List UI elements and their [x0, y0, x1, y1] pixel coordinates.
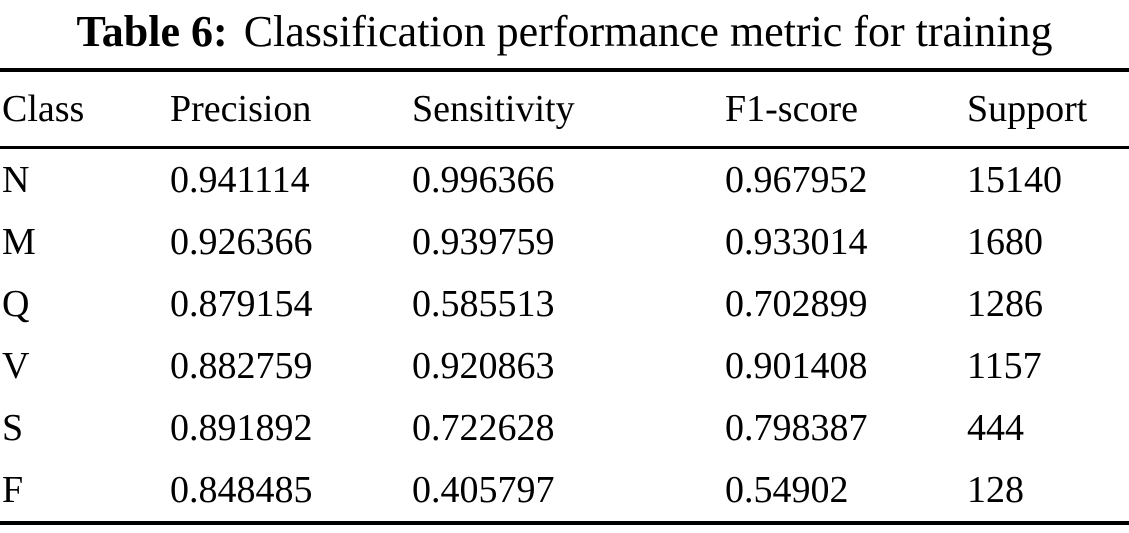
table-row: M 0.926366 0.939759 0.933014 1680: [0, 211, 1129, 273]
cell-class: N: [2, 159, 30, 201]
cell-precision: 0.879154: [170, 283, 313, 325]
cell-support: 1286: [967, 283, 1043, 325]
table-row: S 0.891892 0.722628 0.798387 444: [0, 397, 1129, 459]
cell-support: 128: [967, 469, 1024, 511]
cell-sensitivity: 0.585513: [412, 283, 555, 325]
column-header-precision: Precision: [168, 70, 410, 149]
cell-sensitivity: 0.405797: [412, 469, 555, 511]
cell-precision: 0.891892: [170, 407, 313, 449]
cell-support: 1157: [967, 345, 1042, 387]
table-header: Class Precision Sensitivity F1-score Sup…: [0, 70, 1129, 149]
table-row: F 0.848485 0.405797 0.54902 128: [0, 459, 1129, 523]
cell-sensitivity: 0.722628: [412, 407, 555, 449]
table-header-row: Class Precision Sensitivity F1-score Sup…: [0, 70, 1129, 149]
cell-precision: 0.941114: [170, 159, 310, 201]
cell-precision: 0.882759: [170, 345, 313, 387]
cell-support: 444: [967, 407, 1024, 449]
table-caption: Table 6: Classification performance metri…: [0, 0, 1129, 68]
cell-sensitivity: 0.920863: [412, 345, 555, 387]
cell-precision: 0.848485: [170, 469, 313, 511]
column-header-f1-score: F1-score: [723, 70, 965, 149]
cell-sensitivity: 0.996366: [412, 159, 555, 201]
cell-class: M: [2, 221, 36, 263]
cell-class: Q: [2, 283, 30, 325]
cell-sensitivity: 0.939759: [412, 221, 555, 263]
cell-f1-score: 0.933014: [725, 221, 868, 263]
cell-precision: 0.926366: [170, 221, 313, 263]
cell-f1-score: 0.54902: [725, 469, 849, 511]
column-header-support: Support: [965, 70, 1129, 149]
table-row: Q 0.879154 0.585513 0.702899 1286: [0, 273, 1129, 335]
table-row: V 0.882759 0.920863 0.901408 1157: [0, 335, 1129, 397]
table-body: N 0.941114 0.996366 0.967952 15140 M 0.9…: [0, 148, 1129, 524]
cell-class: S: [2, 407, 24, 449]
table-row: N 0.941114 0.996366 0.967952 15140: [0, 148, 1129, 212]
classification-metrics-table: Class Precision Sensitivity F1-score Sup…: [0, 68, 1129, 525]
cell-class: F: [2, 469, 24, 511]
cell-f1-score: 0.798387: [725, 407, 868, 449]
cell-f1-score: 0.967952: [725, 159, 868, 201]
column-header-sensitivity: Sensitivity: [410, 70, 723, 149]
cell-support: 1680: [967, 221, 1043, 263]
cell-class: V: [2, 345, 30, 387]
cell-f1-score: 0.901408: [725, 345, 868, 387]
cell-support: 15140: [967, 159, 1062, 201]
column-header-class: Class: [0, 70, 168, 149]
table-caption-label: Table 6:: [76, 7, 228, 56]
cell-f1-score: 0.702899: [725, 283, 868, 325]
table-caption-text: Classification performance metric for tr…: [243, 7, 1053, 56]
